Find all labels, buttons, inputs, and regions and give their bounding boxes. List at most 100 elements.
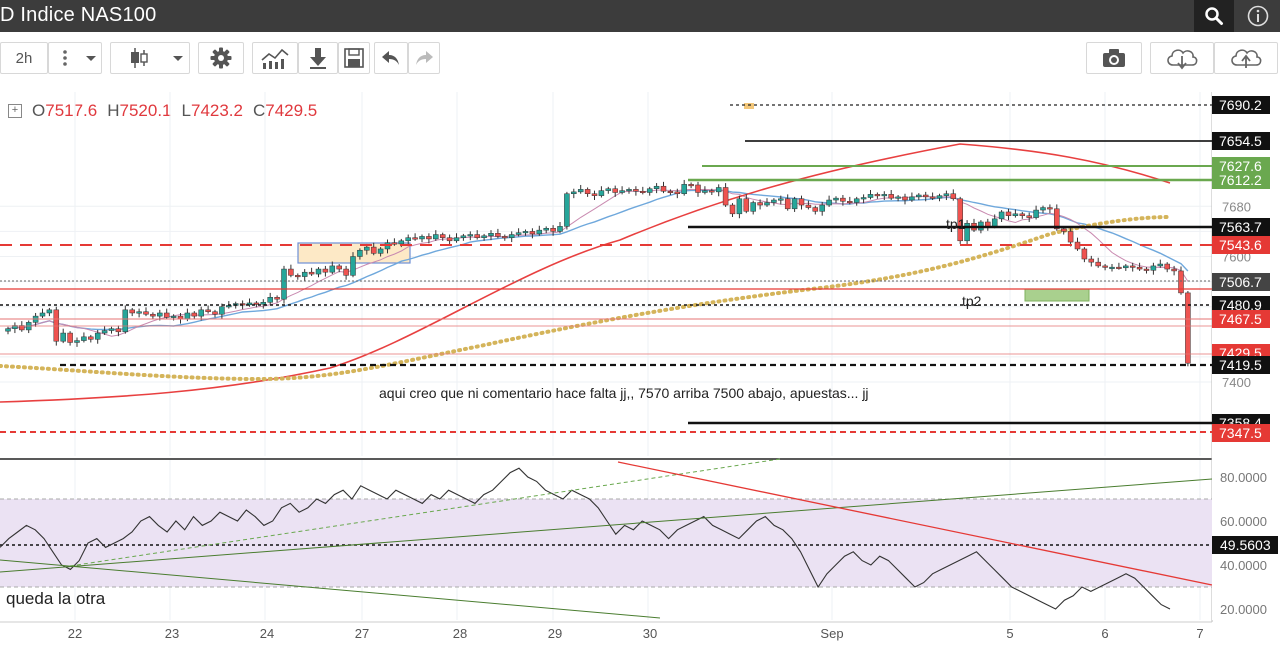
interval-button[interactable]: 2h — [0, 42, 48, 74]
candle-body-143 — [991, 218, 998, 227]
chart-toolbar: 2h — [0, 32, 1280, 88]
candle-body-22 — [157, 312, 163, 317]
camera-icon — [1103, 49, 1125, 67]
candle-body-27 — [191, 312, 198, 317]
candle-body-31 — [219, 306, 225, 315]
rsi-comment-annotation: queda la otra — [6, 589, 106, 608]
price-scale: 74007440752075607600764076807690.27654.5… — [1212, 92, 1280, 620]
candle-body-97 — [674, 191, 681, 194]
info-button[interactable] — [1238, 0, 1278, 32]
settings-button[interactable] — [198, 42, 244, 74]
candle-body-44 — [308, 271, 315, 275]
candle-body-24 — [170, 315, 177, 318]
rsi-trendline-dashed — [69, 458, 781, 567]
candle-body-87 — [605, 188, 612, 191]
candle-body-106 — [736, 198, 743, 215]
close-value: 7429.5 — [265, 101, 318, 120]
candle-body-94 — [653, 185, 660, 189]
chart-canvas[interactable]: 74007440752075607600764076807690.27654.5… — [0, 88, 1280, 642]
search-button[interactable] — [1194, 0, 1234, 32]
candle-body-112 — [778, 198, 784, 201]
high-label: H — [107, 101, 120, 120]
candle-body-164 — [1136, 266, 1143, 270]
tp2-label: tp2 — [962, 293, 982, 309]
candle-body-1 — [12, 325, 18, 329]
candle-body-165 — [1143, 268, 1150, 271]
candle-body-123 — [853, 198, 860, 203]
candle-body-48 — [336, 265, 342, 270]
candle-body-125 — [867, 194, 874, 198]
time-axis: 22 23 24 27 28 29 30 Sep 5 6 7 — [0, 621, 1212, 641]
candle-body-105 — [729, 204, 736, 215]
candle-body-169 — [1171, 268, 1177, 272]
candle-body-104 — [722, 187, 729, 206]
candle-body-84 — [584, 189, 591, 194]
interval-dropdown[interactable] — [48, 42, 102, 74]
undo-icon — [382, 51, 399, 65]
candle-body-47 — [329, 265, 336, 273]
candle-body-16 — [115, 328, 122, 333]
candle-body-63 — [439, 234, 446, 238]
time-tick-0: 22 — [68, 626, 82, 641]
candle-body-41 — [288, 268, 294, 276]
rsi-trendline-down — [0, 559, 661, 619]
candle-body-126 — [874, 194, 881, 197]
save-button[interactable] — [338, 42, 370, 74]
rsi-resistance-line — [617, 461, 1213, 586]
candle-body-78 — [543, 228, 549, 231]
candle-body-54 — [377, 248, 384, 254]
candle-body-115 — [798, 198, 805, 206]
candle-body-96 — [667, 190, 674, 193]
candle-body-133 — [922, 194, 929, 198]
candle-body-42 — [295, 275, 301, 278]
price-label-8: 7467.5 — [1219, 311, 1262, 327]
candle-body-110 — [764, 202, 770, 206]
undo-button[interactable] — [374, 42, 408, 74]
candle-body-67 — [467, 234, 474, 237]
download-button[interactable] — [298, 42, 338, 74]
expand-legend-icon[interactable]: + — [8, 104, 22, 118]
open-label: O — [32, 101, 46, 120]
candle-body-117 — [812, 207, 819, 212]
candle-body-15 — [108, 328, 115, 331]
candle-body-148 — [1026, 215, 1032, 218]
candle-body-160 — [1109, 266, 1115, 269]
snapshot-button[interactable] — [1086, 42, 1142, 74]
chart-area[interactable]: 74007440752075607600764076807690.27654.5… — [0, 88, 1280, 642]
candle-body-153 — [1060, 228, 1067, 232]
window-titlebar: D Indice NAS100 — [0, 0, 1280, 32]
candle-body-81 — [564, 193, 570, 227]
load-cloud-button[interactable] — [1150, 42, 1214, 74]
low-label: L — [181, 101, 191, 120]
candle-body-151 — [1047, 207, 1053, 210]
candle-body-91 — [633, 189, 639, 192]
window-title: D Indice NAS100 — [0, 4, 157, 26]
candle-body-14 — [101, 330, 108, 334]
search-icon — [1205, 7, 1223, 25]
redo-button[interactable] — [408, 42, 440, 74]
candle-body-70 — [488, 233, 494, 237]
candle-body-83 — [577, 189, 584, 193]
price-label-10: 7419.5 — [1219, 357, 1262, 373]
save-cloud-button[interactable] — [1214, 42, 1278, 74]
ma-fast-line — [7, 189, 1189, 331]
indicators-button[interactable] — [252, 42, 298, 74]
candle-body-61 — [426, 236, 432, 240]
cloud-download-icon — [1167, 49, 1198, 70]
price-label-0: 7690.2 — [1219, 97, 1262, 113]
chart-type-button[interactable] — [110, 42, 190, 74]
time-tick-8: 5 — [1006, 626, 1013, 641]
candle-body-108 — [750, 202, 756, 212]
candle-body-18 — [129, 309, 135, 314]
candle-body-51 — [357, 249, 363, 257]
candle-body-102 — [709, 190, 715, 193]
candle-body-72 — [502, 236, 508, 239]
candlestick-icon — [131, 48, 183, 68]
candle-body-2 — [19, 325, 25, 331]
target-box — [1024, 288, 1090, 302]
candle-body-111 — [771, 199, 777, 203]
candle-body-163 — [1129, 265, 1136, 268]
candle-body-19 — [136, 311, 142, 314]
candle-body-88 — [612, 188, 618, 193]
candle-body-21 — [150, 313, 156, 317]
